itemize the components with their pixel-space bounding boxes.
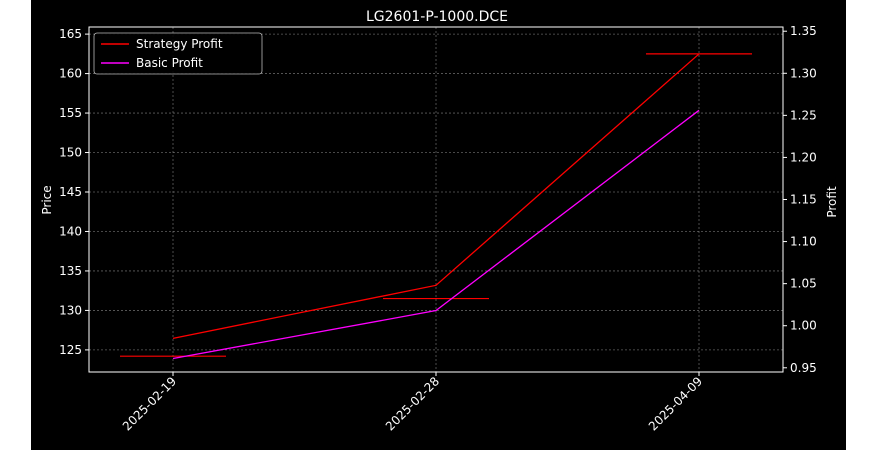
y-left-tick-label: 125 — [59, 343, 82, 357]
x-tick-label: 2025-02-28 — [383, 374, 442, 433]
x-tick-label: 2025-04-09 — [646, 374, 705, 433]
y-right-tick-label: 1.10 — [790, 235, 817, 249]
y-right-tick-label: 1.35 — [790, 24, 817, 38]
series-line-strategy-profit — [172, 53, 700, 339]
y-left-tick-label: 145 — [59, 185, 82, 199]
legend-label: Basic Profit — [136, 56, 203, 70]
series-layer — [120, 53, 752, 360]
y-left-tick-label: 135 — [59, 264, 82, 278]
line-chart: LG2601-P-1000.DCE 125 130 135 140 145 150 155 1… — [40, 9, 839, 433]
y-left-tick-label: 150 — [59, 146, 82, 160]
y-left-tick-label: 165 — [59, 27, 82, 41]
y-right-tick-label: 1.00 — [790, 319, 817, 333]
x-tick-label: 2025-02-19 — [120, 374, 179, 433]
chart-title: LG2601-P-1000.DCE — [366, 9, 508, 25]
y-right-tick-label: 1.05 — [790, 277, 817, 291]
y-right-tick-label: 1.20 — [790, 150, 817, 164]
y-left-tick-label: 130 — [59, 303, 82, 317]
chart-figure: LG2601-P-1000.DCE 125 130 135 140 145 150 155 1… — [31, 0, 846, 450]
y-axis-label-right: Profit — [825, 186, 839, 218]
y-right-tick-label: 1.25 — [790, 108, 817, 122]
y-axis-label-left: Price — [40, 185, 54, 214]
grid-lines — [89, 27, 783, 372]
series-line-basic-profit — [172, 109, 700, 360]
y-right-tick-label: 1.30 — [790, 66, 817, 80]
y-left-tick-label: 155 — [59, 106, 82, 120]
legend-label: Strategy Profit — [136, 37, 223, 51]
y-right-tick-label: 1.15 — [790, 193, 817, 207]
y-right-tick-label: 0.95 — [790, 361, 817, 375]
y-left-tick-label: 160 — [59, 67, 82, 81]
y-left-tick-label: 140 — [59, 224, 82, 238]
legend-box — [93, 32, 263, 75]
legend: Strategy Profit Basic Profit — [93, 32, 263, 75]
